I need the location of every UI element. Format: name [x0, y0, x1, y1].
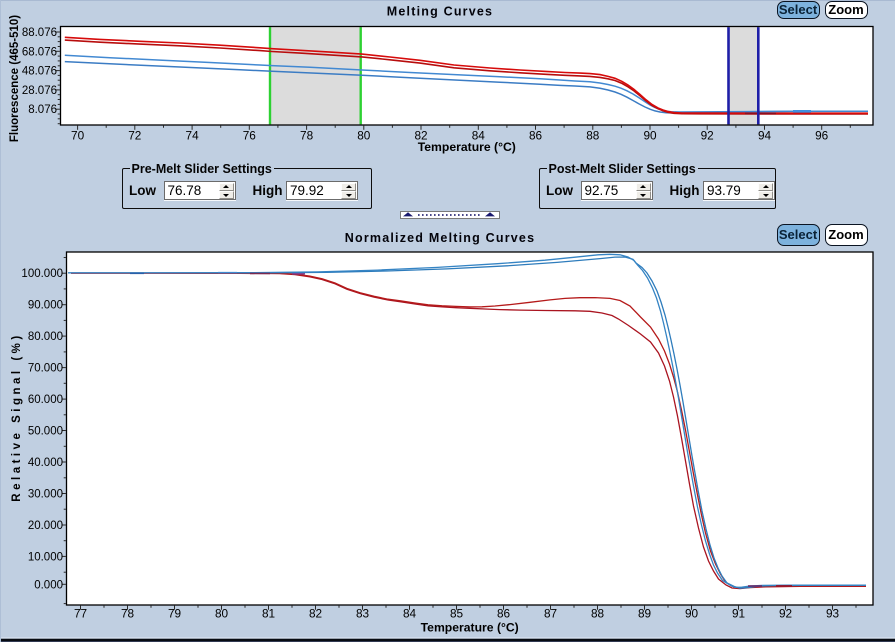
svg-text:40.000: 40.000	[28, 457, 63, 469]
svg-text:72: 72	[128, 128, 141, 142]
svg-text:68.076: 68.076	[22, 46, 57, 58]
svg-text:Normalized Melting Curves: Normalized Melting Curves	[345, 231, 535, 245]
svg-text:81: 81	[262, 606, 275, 620]
svg-text:91: 91	[732, 606, 745, 620]
svg-text:70.000: 70.000	[28, 363, 63, 375]
svg-text:Fluorescence (465-510): Fluorescence (465-510)	[9, 15, 21, 142]
svg-text:60.000: 60.000	[28, 394, 63, 406]
svg-text:Temperature (°C): Temperature (°C)	[421, 621, 519, 635]
svg-text:88: 88	[591, 606, 605, 620]
svg-text:93: 93	[826, 606, 840, 620]
svg-text:30.000: 30.000	[28, 489, 63, 501]
svg-text:89: 89	[638, 606, 651, 620]
svg-text:79: 79	[168, 606, 181, 620]
svg-text:76: 76	[243, 128, 257, 142]
svg-text:88.076: 88.076	[22, 27, 57, 39]
svg-text:90.000: 90.000	[28, 300, 63, 312]
svg-text:80: 80	[215, 606, 229, 620]
svg-text:74: 74	[186, 128, 200, 142]
svg-text:20.000: 20.000	[28, 520, 63, 532]
svg-text:85: 85	[450, 606, 464, 620]
svg-text:90: 90	[643, 128, 657, 142]
svg-text:80: 80	[357, 128, 371, 142]
svg-text:87: 87	[544, 606, 557, 620]
svg-text:94: 94	[758, 128, 772, 142]
svg-text:28.076: 28.076	[22, 85, 57, 97]
svg-text:84: 84	[472, 128, 486, 142]
svg-text:48.076: 48.076	[22, 66, 57, 78]
svg-text:Melting Curves: Melting Curves	[387, 5, 493, 19]
svg-text:10.000: 10.000	[28, 551, 63, 563]
svg-text:88: 88	[586, 128, 600, 142]
svg-text:100.000: 100.000	[21, 268, 63, 280]
svg-text:92: 92	[701, 128, 714, 142]
svg-text:77: 77	[74, 606, 87, 620]
svg-text:70: 70	[71, 128, 85, 142]
svg-text:82: 82	[414, 128, 427, 142]
svg-text:96: 96	[815, 128, 829, 142]
svg-text:Relative Signal (%): Relative Signal (%)	[11, 332, 23, 501]
svg-text:83: 83	[356, 606, 370, 620]
svg-text:0.000: 0.000	[34, 579, 63, 591]
svg-text:86: 86	[497, 606, 511, 620]
svg-text:92: 92	[779, 606, 792, 620]
svg-text:84: 84	[403, 606, 417, 620]
svg-text:78: 78	[121, 606, 135, 620]
svg-text:90: 90	[685, 606, 699, 620]
svg-text:82: 82	[309, 606, 322, 620]
svg-text:Temperature (°C): Temperature (°C)	[418, 140, 516, 154]
svg-text:78: 78	[300, 128, 314, 142]
svg-text:80.000: 80.000	[28, 331, 63, 343]
svg-text:8.076: 8.076	[28, 104, 57, 116]
svg-text:86: 86	[529, 128, 543, 142]
svg-text:50.000: 50.000	[28, 426, 63, 438]
